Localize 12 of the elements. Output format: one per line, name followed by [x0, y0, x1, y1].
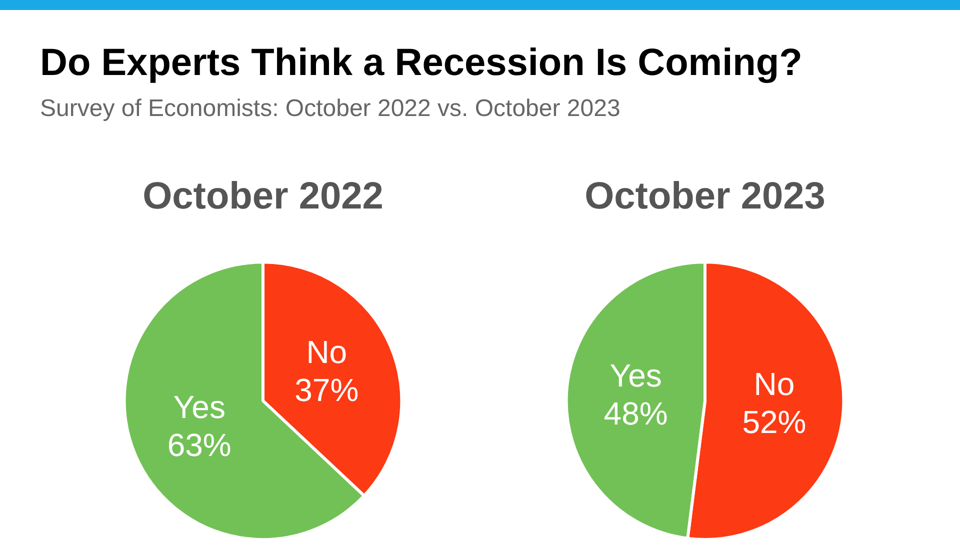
slice-label: No: [306, 334, 348, 370]
slice-label: Yes: [173, 389, 226, 426]
data-label: 52%: [742, 404, 806, 440]
text: Do Experts Think a Recession Is Coming?: [40, 42, 802, 85]
data-label: 63%: [167, 427, 232, 464]
data-label: 37%: [294, 372, 359, 408]
text: Survey of Economists: October 2022 vs. October 2023: [40, 95, 622, 123]
chart-title: October 2022: [142, 175, 384, 218]
slice-label: No: [754, 366, 795, 402]
slice-label: Yes: [610, 357, 662, 394]
chart-title: October 2023: [584, 175, 826, 218]
data-label: 48%: [604, 395, 668, 432]
